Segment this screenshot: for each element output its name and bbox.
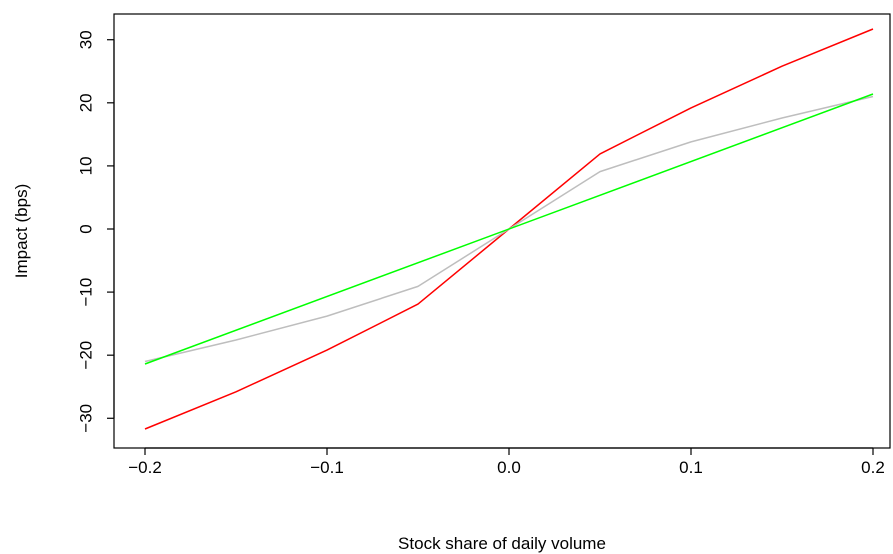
y-axis: −30 −20 −10 0 10 20 30 bbox=[77, 30, 115, 433]
x-tick-label: −0.2 bbox=[128, 458, 162, 477]
y-tick-label: 10 bbox=[77, 156, 96, 175]
series-layer bbox=[144, 28, 874, 430]
y-tick-label: −20 bbox=[77, 341, 96, 370]
y-tick-label: 20 bbox=[77, 93, 96, 112]
green-series-line bbox=[144, 93, 874, 365]
y-tick-label: 0 bbox=[77, 224, 96, 233]
y-axis-title: Impact (bps) bbox=[12, 184, 31, 278]
x-axis-title: Stock share of daily volume bbox=[398, 534, 606, 553]
x-tick-label: 0.2 bbox=[861, 458, 885, 477]
y-tick-label: 30 bbox=[77, 30, 96, 49]
x-axis: −0.2 −0.1 0.0 0.1 0.2 bbox=[128, 447, 885, 477]
y-tick-label: −10 bbox=[77, 278, 96, 307]
x-tick-label: 0.0 bbox=[497, 458, 521, 477]
y-tick-label: −30 bbox=[77, 404, 96, 433]
x-tick-label: 0.1 bbox=[679, 458, 703, 477]
x-tick-label: −0.1 bbox=[310, 458, 344, 477]
